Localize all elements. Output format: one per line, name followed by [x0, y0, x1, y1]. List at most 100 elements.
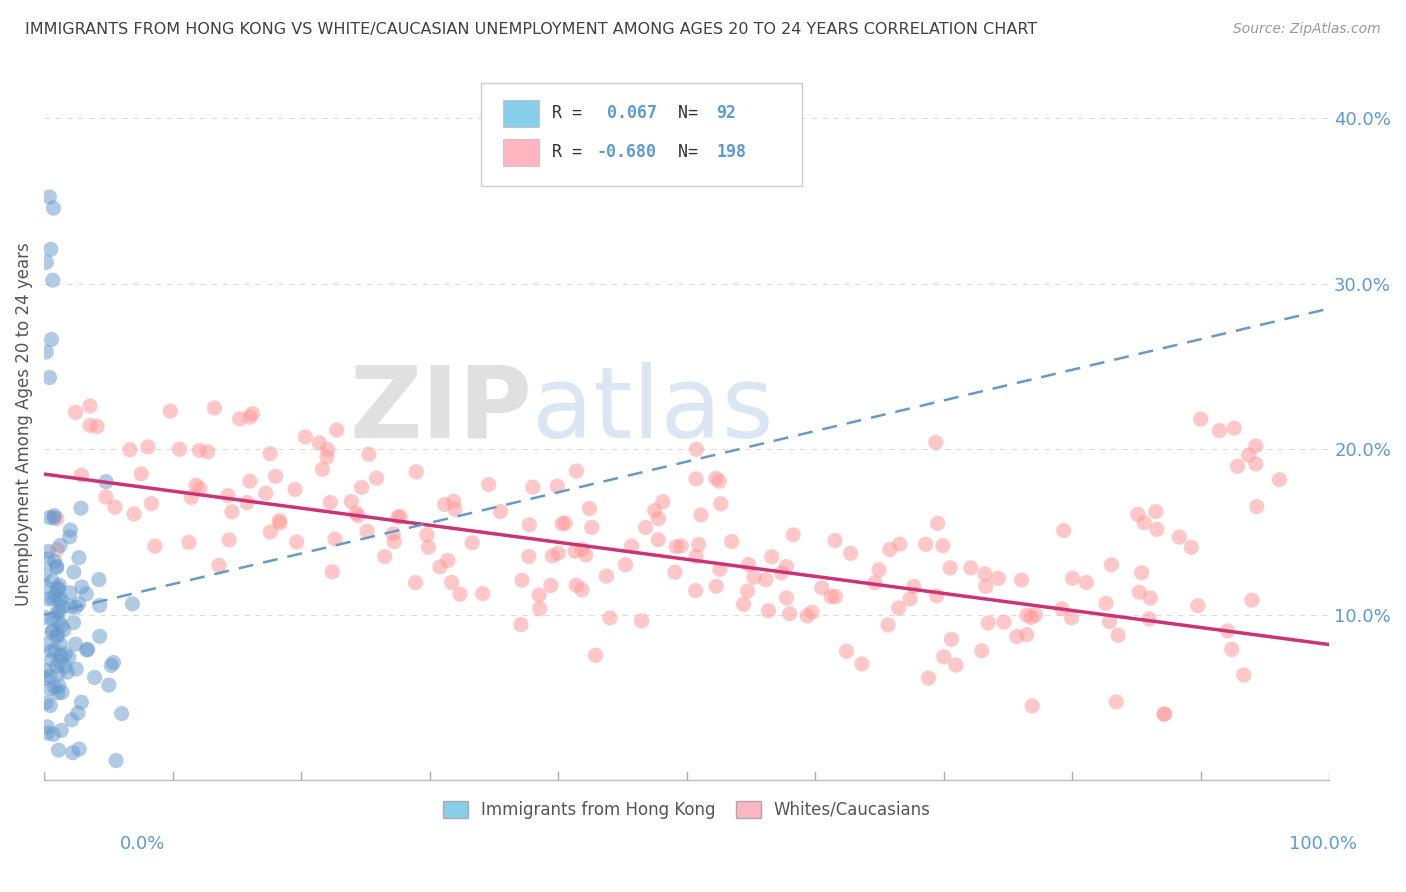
- Point: [664, 566, 686, 580]
- FancyBboxPatch shape: [503, 101, 538, 128]
- Point: [242, 407, 264, 421]
- Point: [1107, 628, 1129, 642]
- Point: [810, 581, 832, 595]
- Point: [932, 649, 955, 664]
- Point: [634, 520, 657, 534]
- Point: [1062, 571, 1084, 585]
- Point: [239, 474, 262, 488]
- Point: [782, 528, 804, 542]
- Point: [775, 559, 797, 574]
- Point: [546, 479, 568, 493]
- Point: [70, 695, 93, 709]
- Point: [35, 637, 58, 651]
- Point: [710, 497, 733, 511]
- Text: 198: 198: [716, 143, 747, 161]
- Point: [709, 562, 731, 576]
- Point: [547, 546, 569, 560]
- Text: ZIP: ZIP: [350, 361, 533, 458]
- Point: [44, 508, 66, 523]
- Point: [820, 590, 842, 604]
- Point: [824, 590, 846, 604]
- Point: [46, 542, 69, 557]
- Point: [143, 539, 166, 553]
- Point: [67, 597, 90, 611]
- Point: [45, 629, 67, 643]
- Point: [970, 644, 993, 658]
- Point: [1098, 615, 1121, 629]
- Point: [56, 665, 79, 680]
- Point: [76, 642, 98, 657]
- Point: [1187, 599, 1209, 613]
- Point: [510, 617, 533, 632]
- Point: [53, 647, 76, 661]
- Point: [1153, 707, 1175, 722]
- Point: [311, 462, 333, 476]
- Point: [945, 658, 967, 673]
- Point: [41, 624, 63, 638]
- Text: 0.0%: 0.0%: [120, 835, 165, 853]
- Point: [571, 582, 593, 597]
- Point: [443, 494, 465, 508]
- Point: [39, 243, 62, 257]
- Point: [159, 404, 181, 418]
- Point: [48, 655, 70, 669]
- Point: [405, 575, 427, 590]
- Point: [914, 537, 936, 551]
- Point: [917, 671, 939, 685]
- Point: [41, 574, 63, 588]
- Point: [863, 575, 886, 590]
- Point: [344, 506, 367, 520]
- Point: [1021, 698, 1043, 713]
- Point: [651, 494, 673, 508]
- Point: [733, 598, 755, 612]
- Point: [939, 561, 962, 575]
- Point: [122, 507, 145, 521]
- Point: [647, 533, 669, 547]
- Point: [357, 447, 380, 461]
- Point: [46, 667, 69, 681]
- Point: [1060, 611, 1083, 625]
- Point: [527, 588, 550, 602]
- Point: [51, 592, 73, 607]
- Point: [851, 657, 873, 671]
- Point: [517, 517, 540, 532]
- Point: [259, 447, 281, 461]
- Point: [1180, 541, 1202, 555]
- Point: [59, 523, 82, 537]
- Point: [839, 546, 862, 560]
- Point: [1126, 508, 1149, 522]
- Point: [614, 558, 637, 572]
- Point: [76, 643, 98, 657]
- Point: [316, 450, 339, 464]
- Point: [51, 648, 73, 663]
- Point: [46, 606, 69, 620]
- Point: [690, 508, 713, 522]
- Point: [449, 587, 471, 601]
- Point: [1005, 629, 1028, 643]
- Point: [83, 670, 105, 684]
- Point: [89, 599, 111, 613]
- Point: [405, 465, 427, 479]
- Point: [177, 535, 200, 549]
- Point: [49, 637, 72, 651]
- Point: [62, 615, 84, 630]
- Point: [59, 530, 82, 544]
- Point: [356, 524, 378, 538]
- Point: [48, 679, 70, 693]
- Point: [44, 588, 66, 602]
- Point: [41, 333, 63, 347]
- Point: [67, 550, 90, 565]
- Point: [37, 544, 59, 558]
- Point: [595, 569, 617, 583]
- Text: Source: ZipAtlas.com: Source: ZipAtlas.com: [1233, 22, 1381, 37]
- Point: [188, 443, 211, 458]
- Point: [347, 508, 370, 523]
- Point: [941, 632, 963, 647]
- FancyBboxPatch shape: [503, 139, 538, 166]
- Point: [38, 591, 60, 606]
- Point: [1268, 473, 1291, 487]
- Point: [269, 516, 291, 530]
- Point: [58, 650, 80, 665]
- Point: [259, 524, 281, 539]
- Point: [59, 599, 82, 614]
